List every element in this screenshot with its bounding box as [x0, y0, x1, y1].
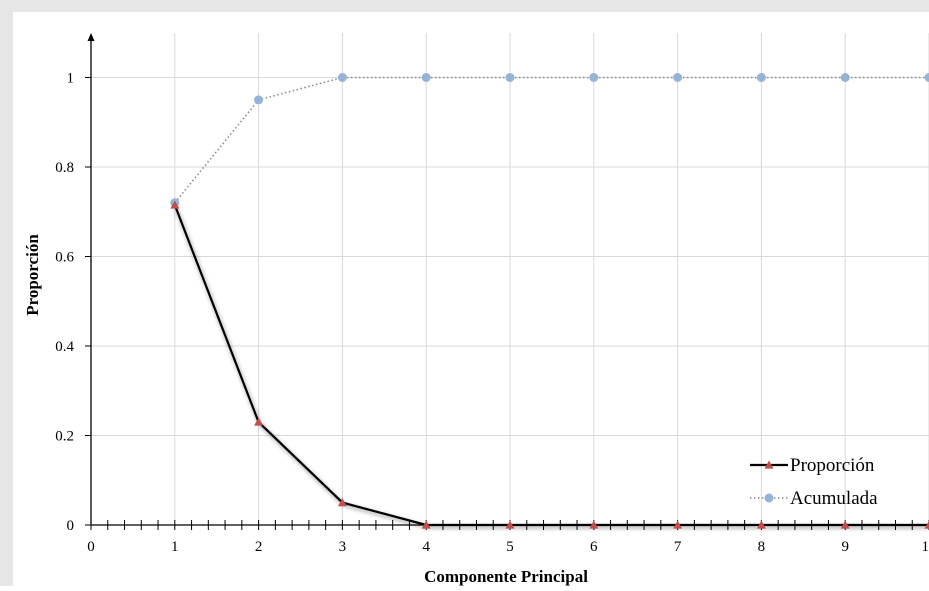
data-point [254, 95, 263, 104]
y-axis-title: Proporción [23, 234, 42, 316]
y-tick-label: 0.8 [55, 160, 74, 176]
y-tick-label: 0.4 [55, 339, 74, 355]
data-point [673, 73, 682, 82]
y-tick-label: 0.2 [55, 429, 74, 445]
legend-swatch-marker [765, 494, 774, 503]
x-tick-label: 6 [590, 539, 598, 555]
x-tick-label: 3 [339, 539, 347, 555]
y-tick-label: 1 [67, 71, 75, 87]
legend-label: Proporción [790, 455, 875, 476]
x-tick-label: 8 [758, 539, 766, 555]
x-axis-title: Componente Principal [424, 567, 588, 586]
data-point [338, 73, 347, 82]
x-tick-label: 0 [87, 539, 95, 555]
data-point [841, 73, 850, 82]
legend-label: Acumulada [790, 488, 878, 509]
x-tick-label: 7 [674, 539, 682, 555]
data-point [422, 73, 431, 82]
data-point [589, 73, 598, 82]
x-tick-label: 5 [506, 539, 514, 555]
x-tick-label: 2 [255, 539, 263, 555]
y-tick-label: 0 [67, 518, 75, 534]
x-tick-label: 4 [422, 539, 430, 555]
data-point [757, 73, 766, 82]
data-point [506, 73, 515, 82]
x-tick-label: 10 [922, 539, 929, 555]
x-tick-label: 9 [841, 539, 849, 555]
y-tick-label: 0.6 [55, 250, 74, 266]
x-tick-label: 1 [171, 539, 179, 555]
